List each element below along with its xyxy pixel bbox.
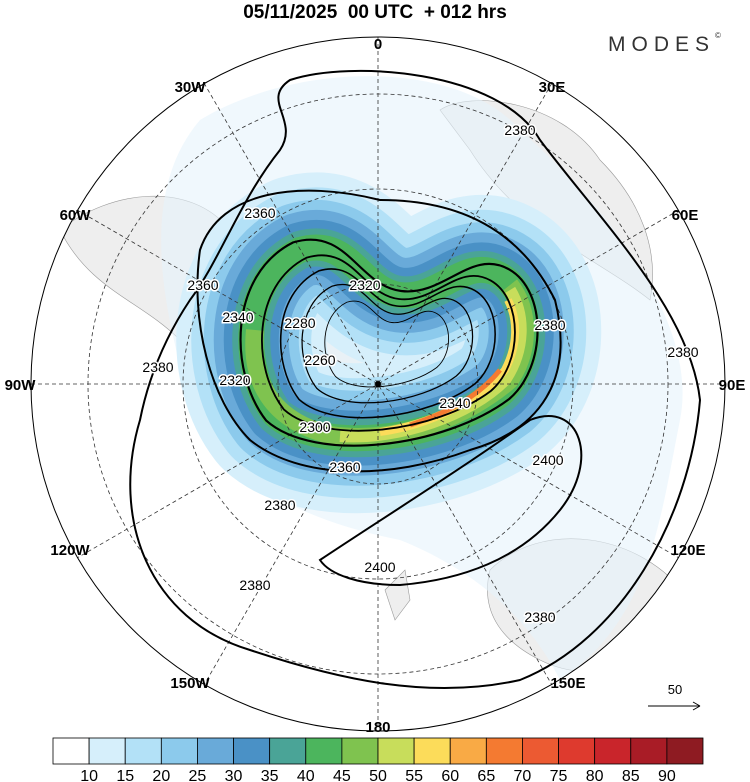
colorbar-swatch — [449, 737, 487, 765]
lon-label-150w: 150W — [170, 675, 210, 692]
colorbar-swatch — [88, 737, 126, 765]
lon-label-30w: 30W — [175, 79, 207, 96]
colorbar-swatch — [558, 737, 596, 765]
vector-scale-label: 50 — [668, 682, 682, 697]
modes-logo: MODES© — [608, 31, 721, 57]
colorbar-label: 25 — [189, 768, 207, 782]
pole-marker — [375, 381, 381, 387]
colorbar-swatch — [197, 737, 234, 765]
contour-label: 2380 — [534, 317, 565, 333]
contour-label: 2380 — [667, 344, 698, 360]
colorbar-swatch — [124, 737, 162, 765]
contour-label: 2380 — [142, 359, 173, 375]
contour-label: 2380 — [524, 609, 555, 625]
contour-label: 2260 — [304, 352, 335, 368]
colorbar-swatch — [305, 737, 343, 765]
colorbar-swatch — [233, 737, 271, 765]
contour-label: 2360 — [187, 277, 218, 293]
lon-label-60w: 60W — [60, 207, 92, 224]
colorbar-label: 80 — [586, 768, 604, 782]
contour-label: 2300 — [299, 419, 330, 435]
contour-labels: 2380 2380 2360 2360 2340 2320 2280 2260 … — [141, 121, 700, 627]
colorbar-label: 70 — [514, 768, 532, 782]
lon-label-180: 180 — [365, 719, 390, 736]
colorbar-swatch — [666, 737, 704, 765]
contour-label: 2280 — [284, 315, 315, 331]
colorbar-swatch — [522, 737, 559, 765]
contour-label: 2320 — [219, 372, 250, 388]
colorbar-label: 30 — [225, 768, 243, 782]
colorbar-swatch — [160, 737, 198, 765]
lon-label-120w: 120W — [50, 542, 90, 559]
colorbar: 10 15 20 25 30 35 40 45 50 55 60 65 70 75 80 85 90 — [52, 737, 704, 782]
colorbar-label: 55 — [405, 768, 423, 782]
colorbar-swatch — [52, 737, 90, 765]
colorbar-label: 50 — [369, 768, 387, 782]
colorbar-label: 85 — [622, 768, 640, 782]
colorbar-label: 40 — [297, 768, 315, 782]
map-title: 05/11/2025 00 UTC + 012 hrs — [243, 2, 507, 23]
colorbar-swatch — [377, 737, 415, 765]
colorbar-swatch — [630, 737, 668, 765]
colorbar-label: 15 — [116, 768, 134, 782]
colorbar-label: 65 — [477, 768, 495, 782]
contour-label: 2400 — [532, 452, 563, 468]
colorbar-label: 75 — [550, 768, 568, 782]
contour-label: 2340 — [439, 395, 470, 411]
lon-label-120e: 120E — [670, 542, 705, 559]
colorbar-swatch — [341, 737, 379, 765]
contour-label: 2380 — [264, 497, 295, 513]
contour-label: 2400 — [364, 559, 395, 575]
contour-label: 2380 — [239, 577, 270, 593]
colorbar-swatch — [594, 737, 632, 765]
lon-label-0: 0 — [374, 36, 382, 53]
colorbar-label: 35 — [261, 768, 279, 782]
height-contours — [129, 69, 702, 690]
lon-label-90e: 90E — [719, 377, 746, 394]
map-boundary — [30, 36, 726, 732]
logo-copyright: © — [715, 31, 721, 40]
lon-label-60e: 60E — [672, 207, 699, 224]
lon-label-90w: 90W — [5, 377, 37, 394]
contour-label: 2360 — [329, 459, 360, 475]
colorbar-label: 60 — [441, 768, 459, 782]
new-zealand-land — [384, 569, 411, 621]
contour-label: 2360 — [244, 205, 275, 221]
colorbar-swatch — [269, 737, 307, 765]
colorbar-swatch — [485, 737, 523, 765]
colorbar-label: 10 — [80, 768, 98, 782]
contour-label: 2380 — [504, 122, 535, 138]
contour-label: 2320 — [349, 277, 380, 293]
contour-label: 2340 — [222, 309, 253, 325]
lon-label-150e: 150E — [550, 675, 585, 692]
colorbar-label: 90 — [658, 768, 676, 782]
lon-label-30e: 30E — [539, 79, 566, 96]
colorbar-label: 45 — [333, 768, 351, 782]
colorbar-label: 20 — [152, 768, 170, 782]
vector-scale: 50 — [648, 682, 701, 711]
longitude-labels: 0 30E 60E 90E 120E 150E 180 150W 120W 90… — [5, 36, 746, 736]
logo-text: MODES — [608, 33, 716, 56]
colorbar-swatch — [413, 737, 451, 765]
